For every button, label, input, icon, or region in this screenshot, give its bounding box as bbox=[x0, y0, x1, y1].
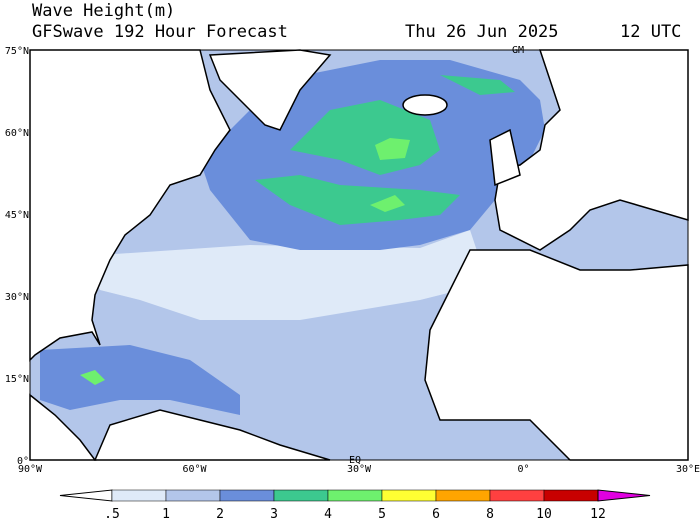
colorbar-arrow bbox=[597, 489, 651, 502]
lon-label: 90°W bbox=[18, 464, 43, 475]
colorbar-label: 8 bbox=[486, 507, 494, 522]
colorbar-segment bbox=[219, 489, 275, 502]
colorbar-segment bbox=[273, 489, 329, 502]
map-label: GM bbox=[512, 45, 524, 56]
colorbar-segment bbox=[111, 489, 167, 502]
colorbar-segment bbox=[165, 489, 221, 502]
axes: 75°N60°N45°N30°N15°N0°90°W 60°W 30°W 0° 30°E bbox=[5, 46, 700, 475]
title: Wave Height(m) bbox=[32, 1, 175, 21]
colorbar-segment bbox=[543, 489, 599, 502]
south-america bbox=[93, 409, 331, 461]
north-america bbox=[29, 49, 231, 362]
wave-zone bbox=[440, 75, 515, 95]
wave-zone bbox=[40, 345, 240, 415]
colorbar-label: 10 bbox=[536, 507, 552, 522]
map-label: EQ bbox=[349, 455, 361, 466]
wave-zone bbox=[375, 138, 410, 160]
colorbar-label: 6 bbox=[432, 507, 440, 522]
colorbar-label: 4 bbox=[324, 507, 332, 522]
lon-label: 30°E bbox=[676, 464, 700, 475]
greenland bbox=[208, 49, 332, 131]
lat-label: 30°N bbox=[5, 292, 29, 303]
colorbar-label: 3 bbox=[270, 507, 278, 522]
lon-label: 0° bbox=[517, 464, 529, 475]
lat-label: 45°N bbox=[5, 210, 29, 221]
britain bbox=[489, 128, 521, 187]
colorbar-segment bbox=[327, 489, 383, 502]
lat-label: 15°N bbox=[5, 374, 29, 385]
europe bbox=[494, 49, 689, 251]
wave-zone bbox=[255, 175, 460, 225]
iceland bbox=[402, 94, 448, 116]
colorbar-segment bbox=[381, 489, 437, 502]
colorbar-label: .5 bbox=[104, 507, 120, 522]
lat-label: 75°N bbox=[5, 46, 29, 57]
colorbar-segment bbox=[435, 489, 491, 502]
time: 12 UTC bbox=[620, 22, 681, 42]
colorbar-label: 5 bbox=[378, 507, 386, 522]
colorbar-arrow bbox=[59, 489, 113, 502]
lon-label: 30°W bbox=[347, 464, 372, 475]
date: Thu 26 Jun 2025 bbox=[405, 22, 559, 42]
colorbar-label: 1 bbox=[162, 507, 170, 522]
lat-label: 0° bbox=[17, 456, 29, 467]
colorbar: .5 1 2 3 4 5 6 8 10 12 bbox=[59, 489, 651, 522]
colorbar-label: 2 bbox=[216, 507, 224, 522]
lat-label: 60°N bbox=[5, 128, 29, 139]
lon-label: 60°W bbox=[182, 464, 207, 475]
colorbar-label: 12 bbox=[590, 507, 606, 522]
wave-zone bbox=[370, 195, 405, 212]
subtitle: GFSwave 192 Hour Forecast bbox=[32, 22, 288, 42]
calm-band bbox=[90, 230, 480, 320]
map: GM EQ bbox=[29, 45, 689, 466]
colorbar-segment bbox=[489, 489, 545, 502]
wave-zone bbox=[80, 370, 105, 385]
map-frame bbox=[29, 49, 689, 461]
